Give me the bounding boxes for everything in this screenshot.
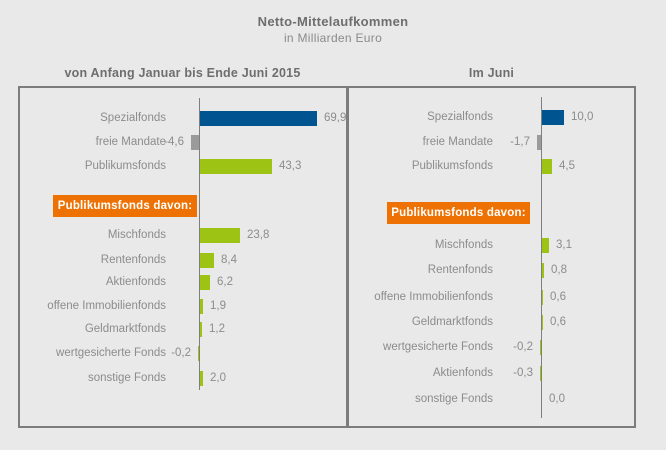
bar-value: 0,6 xyxy=(550,291,566,303)
axis-line xyxy=(541,97,542,418)
bar-row-label: Rentenfonds xyxy=(100,254,166,266)
bar-row-label: offene Immobilienfonds xyxy=(374,291,493,303)
chart-title: Netto-Mittelaufkommen xyxy=(257,14,409,29)
bar-row-label: Spezialfonds xyxy=(427,111,493,123)
bar xyxy=(200,228,240,243)
bar xyxy=(542,110,564,125)
bar xyxy=(540,366,541,381)
bar-value: -0,2 xyxy=(171,347,191,359)
bar-row-label: Geldmarktfonds xyxy=(411,316,493,328)
bar-value: -4,6 xyxy=(164,136,184,148)
bar-row-label: Rentenfonds xyxy=(427,264,493,276)
bar xyxy=(542,159,552,174)
bar-value: 3,1 xyxy=(556,239,572,251)
chart-frame: Spezialfonds 69,9 freie Mandate -4,6 Publiku… xyxy=(18,86,636,428)
bar-row-label: freie Mandate xyxy=(422,136,493,148)
bar-value: 23,8 xyxy=(247,229,270,241)
panel-header-ytd: von Anfang Januar bis Ende Juni 2015 xyxy=(64,66,301,80)
bar-row-label: Geldmarktfonds xyxy=(84,323,166,335)
bar-value: 1,2 xyxy=(209,323,225,335)
bar-row-label: wertgesicherte Fonds xyxy=(383,341,493,353)
bar xyxy=(198,346,199,361)
chart-subtitle: in Milliarden Euro xyxy=(283,31,383,45)
bar-value: 0,0 xyxy=(549,393,565,405)
bar-row-label: wertgesicherte Fonds xyxy=(56,347,166,359)
publikumsfonds-davon-badge: Publikumsfonds davon: xyxy=(53,195,197,217)
bar-value: 8,4 xyxy=(221,254,237,266)
bar-value: -1,7 xyxy=(510,136,530,148)
bar xyxy=(540,340,541,355)
bar xyxy=(200,322,202,337)
bar-row-label: freie Mandate xyxy=(95,136,166,148)
bar-value: 69,9 xyxy=(324,112,347,124)
panel-header-june: Im Juni xyxy=(468,66,515,80)
bar-value: 0,6 xyxy=(550,316,566,328)
bar-value: -0,2 xyxy=(513,341,533,353)
bar xyxy=(200,111,317,126)
bar-value: 43,3 xyxy=(279,160,302,172)
bar-row-label: Spezialfonds xyxy=(100,112,166,124)
bar-row-label: Mischfonds xyxy=(107,229,166,241)
bar-row-label: sonstige Fonds xyxy=(415,393,493,405)
bar xyxy=(542,238,549,253)
bar-row-label: offene Immobilienfonds xyxy=(47,300,166,312)
bar-row-label: Mischfonds xyxy=(434,239,493,251)
bar xyxy=(200,253,214,268)
publikumsfonds-davon-badge: Publikumsfonds davon: xyxy=(387,202,530,224)
bar-value: 4,5 xyxy=(559,160,575,172)
bar xyxy=(191,135,199,150)
bar-value: 1,9 xyxy=(210,300,226,312)
bar xyxy=(200,371,203,386)
bar xyxy=(542,263,544,278)
bar xyxy=(542,290,543,305)
bar-value: -0,3 xyxy=(513,367,533,379)
bar-value: 6,2 xyxy=(217,276,233,288)
bar-value: 2,0 xyxy=(210,372,226,384)
bar xyxy=(542,315,543,330)
panel-divider xyxy=(346,88,349,426)
bar-value: 0,8 xyxy=(551,264,567,276)
bar-row-label: Publikumsfonds xyxy=(84,160,166,172)
bar xyxy=(200,159,272,174)
bar-value: 10,0 xyxy=(571,111,594,123)
axis-line xyxy=(199,98,200,390)
bar-row-label: Publikumsfonds xyxy=(411,160,493,172)
bar-row-label: sonstige Fonds xyxy=(88,372,166,384)
bar-row-label: Aktienfonds xyxy=(105,276,166,288)
bar xyxy=(537,135,541,150)
bar-row-label: Aktienfonds xyxy=(432,367,493,379)
bar xyxy=(200,275,210,290)
bar xyxy=(200,299,203,314)
